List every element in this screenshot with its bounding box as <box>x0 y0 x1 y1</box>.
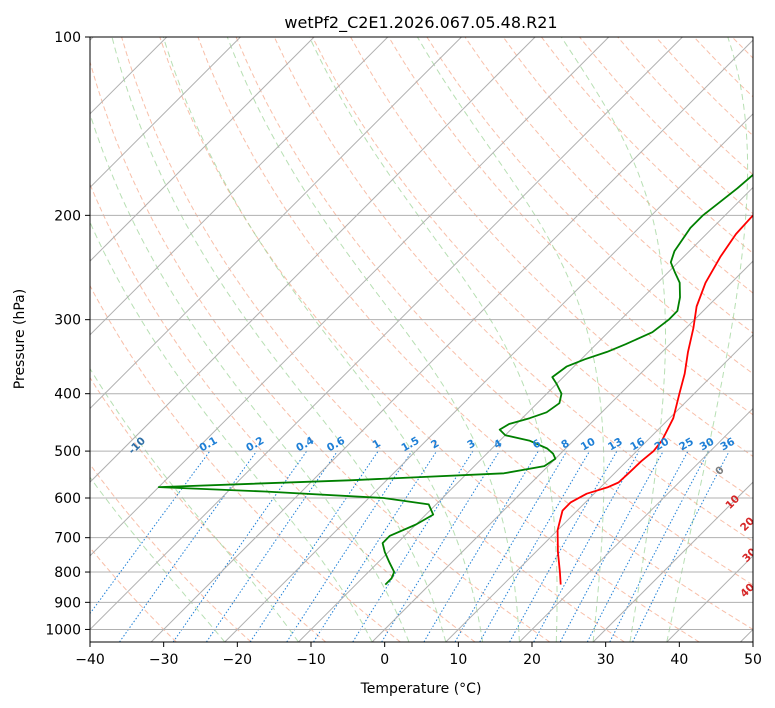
isotherm-line <box>90 37 389 336</box>
mixing-ratio-line <box>632 450 730 642</box>
isotherm-line <box>519 407 753 642</box>
isotherm-line <box>298 186 753 642</box>
y-tick-label: 500 <box>54 444 81 460</box>
y-tick-label: 200 <box>54 208 81 224</box>
dry-adiabat-line <box>121 37 625 642</box>
x-tick-label: −30 <box>149 652 179 668</box>
mixing-ratio-line <box>509 450 618 642</box>
mixing-ratio-line <box>559 450 664 642</box>
dewpoint-line <box>157 173 753 586</box>
mixing-ratio-line <box>119 450 258 642</box>
moist-adiabat-line <box>90 220 373 642</box>
mixing-ratio-line <box>423 450 539 642</box>
y-tick-label: 1000 <box>45 622 81 638</box>
dry-adiabat-line <box>426 37 753 375</box>
y-tick-label: 400 <box>54 387 81 403</box>
dry-adiabat-line <box>90 182 476 642</box>
dry-adiabat-line <box>311 37 753 500</box>
chart-title: wetPf2_C2E1.2026.067.05.48.R21 <box>284 13 557 33</box>
moist-adiabat-line <box>416 37 605 642</box>
y-axis-label: Pressure (hPa) <box>12 289 28 389</box>
x-tick-label: 0 <box>380 652 389 668</box>
y-tick-label: 900 <box>54 595 81 611</box>
dry-adiabat-line <box>90 463 252 642</box>
moist-adiabat-line <box>666 37 749 642</box>
dry-adiabat-line <box>502 37 753 294</box>
x-tick-label: 10 <box>449 652 467 668</box>
mixing-ratio-line <box>249 450 379 642</box>
moist-adiabat-line <box>226 37 520 642</box>
moist-adiabat-line <box>90 476 226 642</box>
isotherm-line <box>90 37 683 631</box>
x-tick-label: −40 <box>75 652 105 668</box>
x-tick-label: 20 <box>523 652 541 668</box>
mixing-ratio-line <box>609 450 709 642</box>
mixing-ratio-line <box>313 450 438 642</box>
y-tick-label: 300 <box>54 313 81 329</box>
x-tick-label: −20 <box>223 652 253 668</box>
y-axis: 100 200 300 400 500 600 700 800 900 1000 <box>45 30 90 638</box>
mixing-ratio-line <box>533 450 640 642</box>
y-tick-label: 600 <box>54 491 81 507</box>
mixing-ratio-line <box>352 450 474 642</box>
temperature-line <box>556 213 753 585</box>
mixing-ratio-line <box>381 450 500 642</box>
isotherm-line <box>90 37 241 189</box>
x-axis: −40 −30 −20 −10 0 10 20 30 40 50 <box>75 642 762 668</box>
dry-adiabat-line <box>90 60 551 642</box>
isotherm-line <box>90 37 315 262</box>
x-tick-label: 30 <box>597 652 615 668</box>
isotherm-line <box>371 260 753 642</box>
moist-adiabat-line <box>162 37 484 642</box>
dry-adiabat-line <box>388 37 753 416</box>
isotherm-line <box>150 39 753 642</box>
isotherm-line <box>90 37 462 410</box>
isotherm-line <box>592 481 753 642</box>
isotherm-line <box>90 37 536 483</box>
moist-adiabat-line <box>111 37 447 642</box>
y-tick-label: 100 <box>54 30 81 46</box>
y-tick-label: 800 <box>54 565 81 581</box>
plot-area: 0.10.20.40.611.52346810131620253036-100-… <box>90 37 753 642</box>
plot-frame <box>89 36 754 643</box>
mixing-ratio-line <box>90 450 211 615</box>
isotherm-line <box>224 113 753 642</box>
moist-adiabat-line <box>90 112 410 642</box>
dry-adiabat-line <box>90 546 177 642</box>
y-tick-label: 700 <box>54 531 81 547</box>
moist-adiabat-line <box>560 37 666 642</box>
isotherm-line <box>445 334 753 642</box>
mixing-ratio-line <box>586 450 689 642</box>
mixing-ratio-line <box>286 450 413 642</box>
dry-adiabat-line <box>197 37 753 630</box>
x-tick-label: −10 <box>296 652 326 668</box>
isotherm-line <box>90 37 610 557</box>
x-tick-label: 40 <box>670 652 688 668</box>
moist-adiabat-line <box>308 37 558 642</box>
dry-adiabat-line <box>159 37 700 642</box>
mixing-ratio-line <box>172 450 308 642</box>
x-tick-label: 50 <box>744 652 762 668</box>
x-axis-label: Temperature (°C) <box>360 681 482 697</box>
